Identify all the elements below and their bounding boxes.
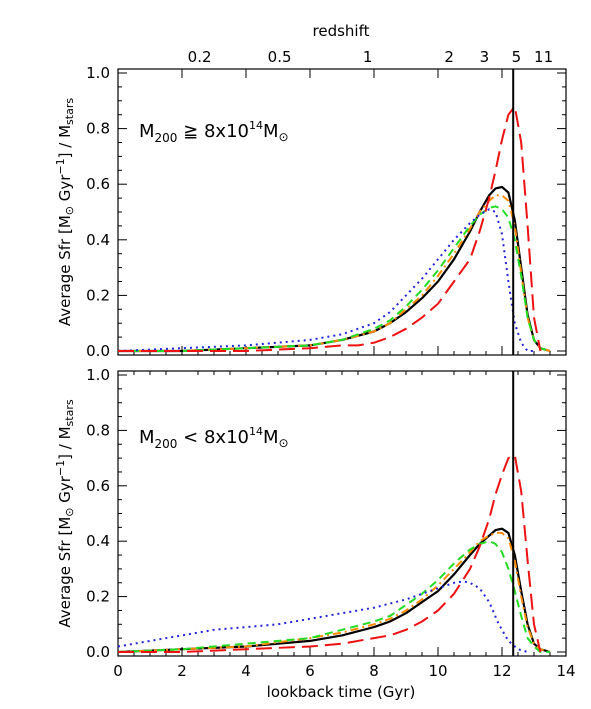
y-axis-label: Average Sfr [M⊙ Gyr−1] / Mstars xyxy=(54,399,76,627)
x-tick-label: 8 xyxy=(369,662,379,680)
x-tick-label: 12 xyxy=(492,662,511,680)
ylabel-solar: ⊙ xyxy=(63,206,76,215)
x-tick-label: 14 xyxy=(556,662,575,680)
y-tick-label: 0.6 xyxy=(86,175,110,193)
series-line-longdash xyxy=(118,454,542,653)
ylabel-mid: Gyr xyxy=(56,174,74,206)
y-tick-label: 0.6 xyxy=(86,477,110,495)
redshift-tick-label: 3 xyxy=(480,48,490,66)
y-tick-label: 1.0 xyxy=(86,64,110,82)
ylabel-solar: ⊙ xyxy=(63,507,76,516)
ylabel-sub: stars xyxy=(63,98,76,125)
y-tick-label: 1.0 xyxy=(86,366,110,384)
ylabel-end: ] / M xyxy=(56,125,74,158)
mass-threshold-annotation: M200 ≧ 8x1014M⊙ xyxy=(139,119,289,145)
y-tick-label: 0.8 xyxy=(86,421,110,439)
annotation-suffix: M xyxy=(263,121,279,142)
series-line-dashed xyxy=(117,540,550,653)
redshift-tick-label: 11 xyxy=(534,48,553,66)
annotation-sub: 200 xyxy=(155,437,178,451)
annotation-sup: 14 xyxy=(249,425,263,438)
x-axis-title: lookback time (Gyr) xyxy=(267,683,416,701)
series-line-dashdot xyxy=(117,531,551,653)
redshift-tick-label: 5 xyxy=(512,48,522,66)
redshift-tick-label: 0.2 xyxy=(188,48,212,66)
ylabel-main: Average Sfr [M xyxy=(56,215,74,326)
series-line-longdash xyxy=(118,105,542,352)
ylabel-sup: −1 xyxy=(54,158,67,174)
ylabel-end: ] / M xyxy=(56,426,74,459)
series-line-dotted xyxy=(117,580,528,653)
plot-frame xyxy=(117,68,567,356)
ylabel-sub: stars xyxy=(63,399,76,426)
redshift-tick-label: 2 xyxy=(444,48,454,66)
series-line-dashed xyxy=(118,205,551,352)
annotation-suffix: M xyxy=(263,427,279,448)
redshift-tick-label: 1 xyxy=(363,48,373,66)
x-tick-label: 10 xyxy=(428,662,447,680)
annotation-solar: ⊙ xyxy=(279,436,289,450)
y-tick-label: 0.8 xyxy=(86,120,110,138)
y-tick-label: 0.2 xyxy=(86,286,110,304)
x-tick-label: 2 xyxy=(177,662,187,680)
x-tick-label: 6 xyxy=(305,662,315,680)
top-axis-title: redshift xyxy=(313,22,370,40)
y-tick-label: 0.2 xyxy=(86,588,110,606)
y-axis-label: Average Sfr [M⊙ Gyr−1] / Mstars xyxy=(54,98,76,326)
ylabel-sup: −1 xyxy=(54,460,67,476)
redshift-tick-label: 0.5 xyxy=(268,48,292,66)
annotation-prefix: M xyxy=(139,121,155,142)
y-tick-label: 0.4 xyxy=(86,231,110,249)
x-tick-label: 0 xyxy=(113,662,123,680)
x-tick-label: 4 xyxy=(241,662,251,680)
annotation-relation: < 8x10 xyxy=(177,427,249,448)
annotation-solar: ⊙ xyxy=(279,130,289,144)
ylabel-main: Average Sfr [M xyxy=(56,517,74,628)
annotation-sup: 14 xyxy=(249,119,263,132)
annotation-prefix: M xyxy=(139,427,155,448)
ylabel-mid: Gyr xyxy=(56,475,74,507)
annotation-sub: 200 xyxy=(155,131,178,145)
y-tick-label: 0.4 xyxy=(86,532,110,550)
y-tick-label: 0.0 xyxy=(86,342,110,360)
series-line-dashdot xyxy=(118,194,551,352)
annotation-relation: ≧ 8x10 xyxy=(177,121,249,142)
y-tick-label: 0.0 xyxy=(86,643,110,661)
mass-threshold-annotation: M200 < 8x1014M⊙ xyxy=(139,425,289,451)
plot-frame xyxy=(117,370,567,657)
